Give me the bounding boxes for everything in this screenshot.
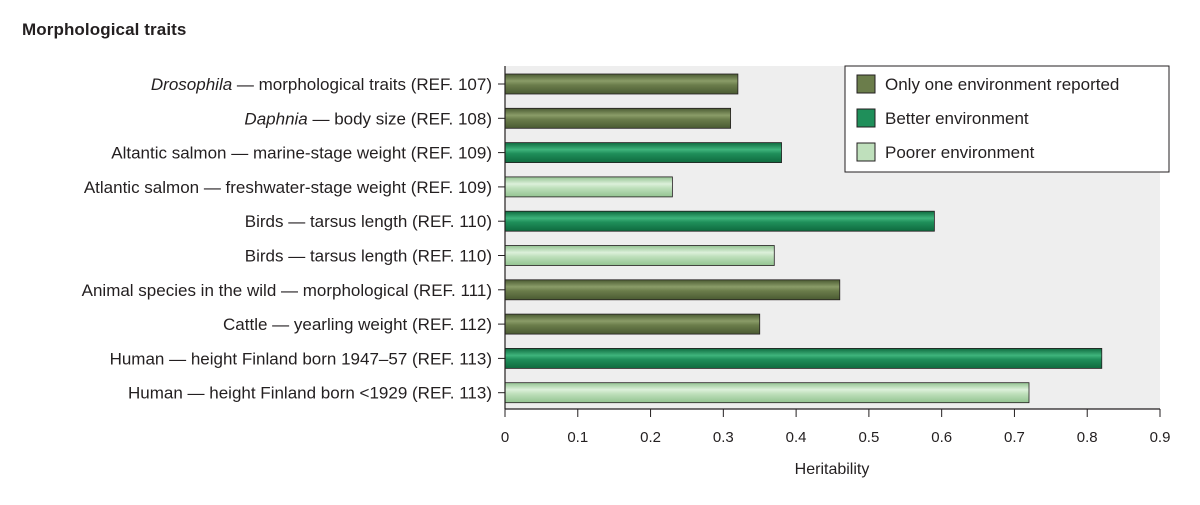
category-label: Birds — tarsus length (REF. 110): [245, 247, 492, 266]
x-tick-label: 0.5: [858, 429, 879, 446]
bar: [504, 313, 761, 335]
legend-swatch: [856, 108, 876, 128]
category-label: Daphnia — body size (REF. 108): [244, 109, 492, 128]
category-label: Birds — tarsus length (REF. 110): [245, 212, 492, 231]
x-tick-label: 0.8: [1077, 429, 1098, 446]
bar: [504, 347, 1103, 369]
bar: [504, 107, 732, 129]
legend-label: Poorer environment: [885, 143, 1035, 162]
x-tick-label: 0.1: [567, 429, 588, 446]
bar: [504, 245, 775, 266]
category-label: Cattle — yearling weight (REF. 112): [223, 315, 492, 334]
legend-box: [844, 65, 1170, 173]
x-axis-label: Heritability: [795, 461, 870, 478]
category-label: Altantic salmon — marine-stage weight (R…: [111, 144, 492, 163]
x-tick-label: 0.9: [1150, 429, 1171, 446]
x-tick-label: 0.7: [1004, 429, 1025, 446]
x-tick-label: 0.2: [640, 429, 661, 446]
x-tick-label: 0.4: [786, 429, 807, 446]
chart-title: Morphological traits: [22, 20, 187, 39]
bar: [504, 73, 739, 95]
category-label: Animal species in the wild — morphologic…: [82, 281, 492, 300]
category-label: Atlantic salmon — freshwater-stage weigh…: [84, 178, 492, 197]
x-tick-label: 0.3: [713, 429, 734, 446]
legend-label: Only one environment reported: [885, 75, 1119, 94]
x-tick-label: 0.6: [931, 429, 952, 446]
x-tick-label: 0: [501, 429, 509, 446]
bar: [504, 382, 1030, 404]
legend-swatch: [856, 142, 876, 162]
bar: [504, 210, 935, 232]
category-label: Drosophila — morphological traits (REF. …: [151, 75, 492, 94]
bar: [504, 142, 782, 164]
legend-swatch: [856, 74, 876, 94]
category-label: Human — height Finland born 1947–57 (REF…: [110, 349, 492, 368]
bar: [504, 279, 841, 301]
legend: Only one environment reported Better envi…: [844, 65, 1170, 173]
category-label: Human — height Finland born <1929 (REF. …: [128, 384, 492, 403]
legend-label: Better environment: [885, 109, 1029, 128]
bar: [504, 176, 673, 198]
